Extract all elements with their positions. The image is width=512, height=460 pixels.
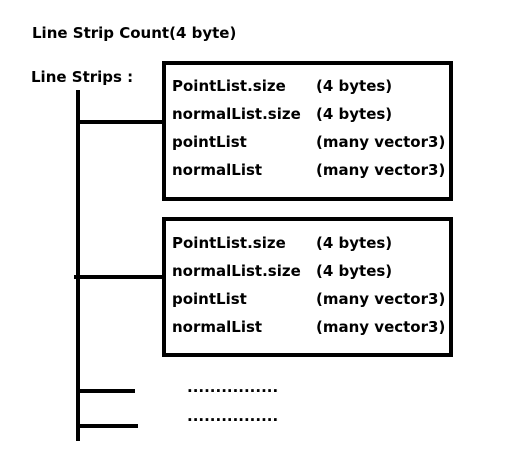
field-type: (many vector3) [316,290,446,308]
field-name: pointList [172,290,247,308]
field-name: normalList.size [172,262,301,280]
field-type: (4 bytes) [316,77,393,95]
line-strip-block-1: PointList.size (4 bytes) normalList.size… [162,61,453,201]
field-type: (4 bytes) [316,262,393,280]
field-name: pointList [172,133,247,151]
ellipsis-2: ................ [187,407,279,425]
field-name: PointList.size [172,77,286,95]
ellipsis-1: ................ [187,378,279,396]
field-name: PointList.size [172,234,286,252]
field-name: normalList [172,161,263,179]
line-strip-block-2: PointList.size (4 bytes) normalList.size… [162,217,453,357]
field-type: (4 bytes) [316,105,393,123]
line-strip-count-label: Line Strip Count(4 byte) [32,24,237,42]
field-type: (many vector3) [316,161,446,179]
field-type: (4 bytes) [316,234,393,252]
field-type: (many vector3) [316,318,446,336]
field-name: normalList [172,318,263,336]
field-name: normalList.size [172,105,301,123]
line-strips-label: Line Strips : [31,68,134,86]
field-type: (many vector3) [316,133,446,151]
